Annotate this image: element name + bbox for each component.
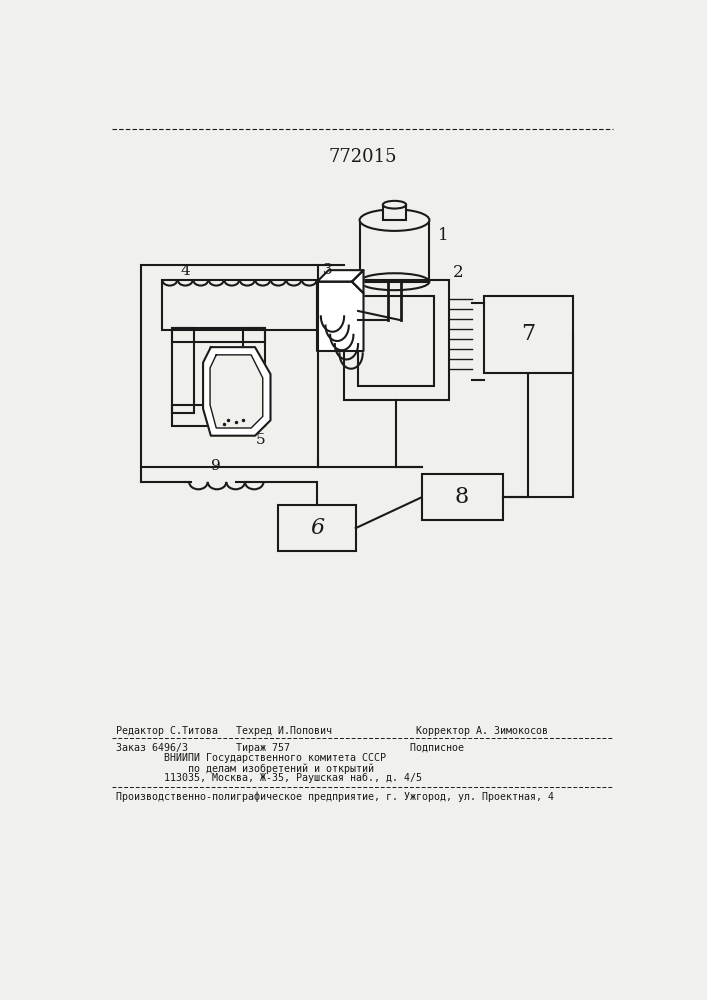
Bar: [172, 328, 265, 342]
Polygon shape: [210, 355, 263, 428]
Bar: [141, 265, 317, 466]
Text: 6: 6: [310, 517, 324, 539]
Text: Редактор С.Титова   Техред И.Попович              Корректор А. Зимокосов: Редактор С.Титова Техред И.Попович Корре…: [115, 726, 547, 736]
Text: 1: 1: [438, 227, 449, 244]
Bar: [344, 280, 449, 400]
Text: 9: 9: [211, 460, 221, 474]
Bar: [172, 328, 194, 413]
Polygon shape: [352, 270, 363, 293]
Bar: [360, 220, 429, 282]
Bar: [358, 296, 434, 386]
Text: ВНИИПИ Государственного комитета СССР: ВНИИПИ Государственного комитета СССР: [115, 753, 385, 763]
Text: Производственно-полиграфическое предприятие, г. Ужгород, ул. Проектная, 4: Производственно-полиграфическое предприя…: [115, 792, 554, 802]
Text: 7: 7: [521, 323, 535, 345]
Bar: [279, 505, 356, 551]
Text: Заказ 6496/3        Тираж 757                    Подписное: Заказ 6496/3 Тираж 757 Подписное: [115, 743, 464, 753]
Ellipse shape: [360, 209, 429, 231]
Ellipse shape: [383, 201, 406, 209]
Polygon shape: [317, 282, 363, 351]
Bar: [383, 205, 406, 220]
Text: 3: 3: [322, 263, 332, 277]
Bar: [243, 328, 265, 413]
Bar: [421, 474, 503, 520]
Text: 113035, Москва, Ж-35, Раушская наб., д. 4/5: 113035, Москва, Ж-35, Раушская наб., д. …: [115, 773, 421, 783]
Text: 8: 8: [455, 486, 469, 508]
Polygon shape: [317, 270, 363, 282]
Bar: [484, 296, 573, 373]
Text: 772015: 772015: [329, 148, 397, 166]
Text: по делам изобретений и открытий: по делам изобретений и открытий: [115, 763, 373, 774]
Bar: [162, 280, 317, 330]
Bar: [172, 405, 265, 426]
Text: 2: 2: [452, 264, 463, 281]
Text: 4: 4: [180, 264, 190, 278]
Polygon shape: [203, 347, 271, 436]
Text: 5: 5: [256, 433, 265, 447]
